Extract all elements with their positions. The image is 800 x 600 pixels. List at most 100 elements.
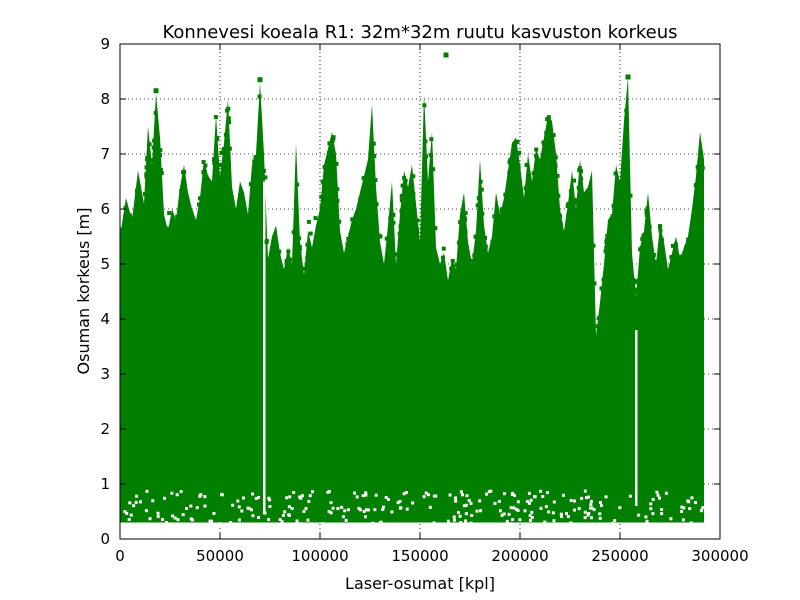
data-point: [371, 141, 376, 146]
data-point: [683, 257, 688, 262]
data-point: [635, 279, 640, 284]
data-point: [553, 155, 558, 160]
data-point: [282, 268, 287, 273]
data-point: [531, 171, 536, 176]
data-point: [194, 224, 199, 229]
data-point: [212, 160, 217, 165]
data-point: [374, 202, 379, 207]
white-speck: [278, 518, 282, 522]
data-point: [508, 162, 513, 167]
data-point: [302, 276, 307, 281]
data-point: [439, 265, 444, 270]
white-speck: [344, 518, 348, 522]
data-point: [120, 232, 125, 237]
white-speck: [302, 509, 306, 513]
white-speck: [577, 507, 581, 511]
data-point: [223, 132, 228, 137]
data-point: [159, 170, 164, 175]
white-speck: [127, 518, 131, 522]
data-point: [569, 194, 574, 199]
data-point: [587, 187, 592, 192]
white-speck: [649, 502, 653, 506]
data-point: [686, 237, 691, 242]
data-point: [219, 150, 224, 155]
white-speck: [304, 506, 308, 510]
data-point: [303, 266, 308, 271]
data-point: [693, 183, 698, 188]
data-point: [402, 175, 407, 180]
data-point: [231, 212, 236, 217]
data-point: [501, 217, 506, 222]
data-point: [257, 94, 262, 99]
data-point: [120, 227, 125, 232]
data-point: [446, 297, 451, 302]
white-speck: [689, 521, 693, 525]
data-point: [171, 224, 176, 229]
data-point: [166, 229, 171, 234]
data-point: [149, 158, 154, 163]
white-speck: [426, 493, 430, 497]
data-point: [487, 253, 492, 258]
data-point: [320, 179, 325, 184]
white-speck: [283, 510, 287, 514]
data-point: [558, 213, 563, 218]
data-point: [211, 157, 216, 162]
white-speck: [604, 495, 608, 499]
data-point: [350, 229, 355, 234]
data-point: [545, 117, 550, 122]
white-speck: [381, 507, 385, 511]
white-speck: [236, 499, 240, 503]
data-point: [346, 238, 351, 243]
data-point: [655, 267, 660, 272]
data-point: [499, 207, 504, 212]
data-point: [504, 193, 509, 198]
data-point: [347, 246, 352, 251]
data-point: [655, 263, 660, 268]
data-point: [584, 201, 589, 206]
white-speck: [467, 498, 471, 502]
data-point: [199, 197, 204, 202]
data-point: [158, 168, 163, 173]
data-point: [232, 207, 237, 212]
white-speck: [179, 490, 183, 494]
data-point: [190, 226, 195, 231]
white-speck: [590, 506, 594, 510]
data-point: [321, 183, 326, 188]
white-speck: [171, 514, 175, 518]
white-speck: [176, 518, 180, 522]
white-speck: [610, 521, 614, 525]
white-speck: [527, 491, 531, 495]
white-speck: [195, 506, 199, 510]
y-tick-label-7: 7: [100, 145, 110, 163]
data-point: [330, 138, 335, 143]
data-point: [640, 250, 645, 255]
data-point: [486, 265, 491, 270]
data-point: [335, 198, 340, 203]
data-point: [151, 145, 156, 150]
white-speck: [364, 508, 368, 512]
white-speck: [509, 506, 513, 510]
y-tick-label-5: 5: [100, 255, 110, 273]
data-point: [134, 188, 139, 193]
white-speck: [175, 493, 179, 497]
data-point: [633, 307, 638, 312]
data-point: [319, 194, 324, 199]
white-speck: [660, 512, 664, 516]
white-speck: [156, 511, 160, 515]
white-speck: [584, 496, 588, 500]
y-tick-label-9: 9: [100, 35, 110, 53]
white-speck: [613, 519, 617, 523]
data-point: [613, 171, 618, 176]
white-speck: [598, 500, 602, 504]
data-point: [592, 281, 597, 286]
white-speck: [660, 508, 664, 512]
data-point: [415, 218, 420, 223]
white-speck: [500, 513, 504, 517]
white-speck: [134, 500, 138, 504]
data-point: [137, 196, 142, 201]
data-point: [609, 223, 614, 228]
data-point: [185, 197, 190, 202]
data-point: [431, 167, 436, 172]
white-speck: [586, 513, 590, 517]
white-speck: [398, 499, 402, 503]
